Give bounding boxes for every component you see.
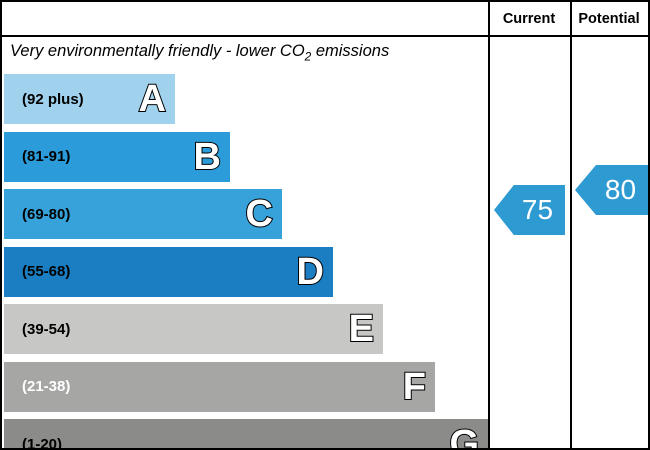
band-range-label: (21-38)	[22, 378, 71, 395]
band-range-label: (39-54)	[22, 320, 71, 338]
rating-band-c: (69-80) C	[4, 189, 282, 239]
band-range-label: (81-91)	[22, 148, 71, 165]
current-rating-arrow: 75	[494, 185, 565, 235]
current-rating-value: 75	[521, 194, 554, 225]
header-separator	[2, 35, 648, 37]
band-letter: D	[296, 250, 325, 294]
rating-band-e: (39-54) E	[4, 304, 383, 354]
chart-title-prefix: Very environmentally friendly - lower CO	[10, 42, 305, 60]
band-letter: B	[193, 135, 222, 179]
current-column-header: Current	[502, 10, 556, 27]
band-letter: C	[245, 192, 274, 236]
rating-band-g: (1-20) G	[4, 419, 488, 450]
rating-band-f: (21-38) F	[4, 361, 435, 412]
band-range-label: (69-80)	[22, 205, 71, 223]
chart-title-subscript: 2	[304, 49, 312, 64]
potential-column-header: Potential	[578, 10, 640, 27]
band-letter: G	[448, 422, 480, 450]
band-range-label: (55-68)	[22, 263, 71, 280]
band-letter: E	[348, 307, 375, 351]
potential-column-divider	[570, 2, 572, 448]
potential-rating-value: 80	[604, 174, 637, 205]
rating-band-d: (55-68) D	[4, 246, 333, 297]
band-letter: A	[138, 77, 167, 121]
chart-title: Very environmentally friendly - lower CO…	[10, 42, 389, 63]
potential-rating-arrow: 80	[575, 165, 648, 215]
rating-band-b: (81-91) B	[4, 131, 230, 182]
band-range-label: (1-20)	[22, 435, 63, 450]
current-column-divider	[488, 2, 490, 448]
band-letter: F	[402, 365, 427, 409]
rating-band-a: (92 plus) A	[4, 74, 175, 124]
band-range-label: (92 plus)	[22, 90, 84, 108]
chart-title-suffix: emissions	[311, 42, 390, 60]
